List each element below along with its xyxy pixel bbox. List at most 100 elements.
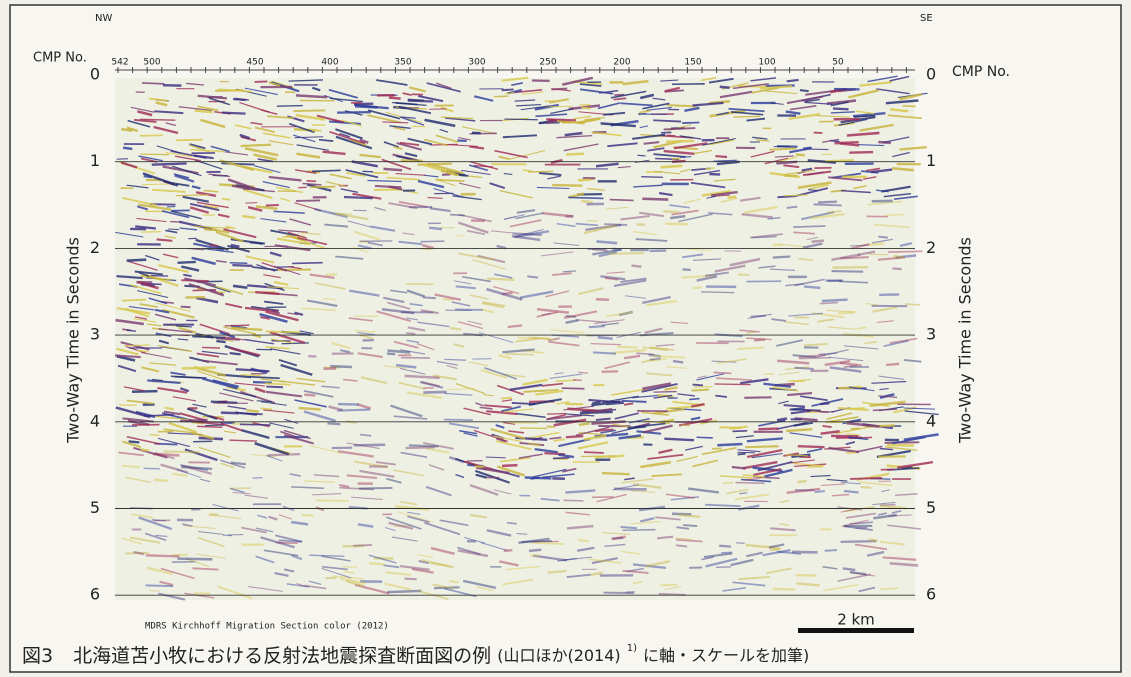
reflector [150,435,160,436]
reflector [562,388,585,389]
reflector [178,262,196,263]
reflector [552,185,582,186]
reflector [888,251,923,252]
reflector [689,399,699,400]
reflector [513,234,542,235]
reflector [697,437,713,438]
reflector [389,97,401,98]
reflector [182,367,217,368]
reflector [823,426,832,427]
reflector [205,425,224,426]
reflector [884,215,905,216]
reflector [168,229,179,230]
reflector [222,199,230,200]
reflector [124,345,150,346]
time-tick-label: 3 [90,325,100,344]
reflector [307,181,316,182]
time-tick-label: 6 [926,585,936,604]
reflector [257,401,272,402]
reflector [202,347,220,348]
reflector [804,286,820,288]
reflector [838,312,855,313]
reflector [375,186,401,187]
reflector [820,403,829,404]
reflector [405,447,434,448]
time-tick-label: 2 [90,238,100,257]
reflector [597,241,618,243]
section-note: MDRS Kirchhoff Migration Section color (… [145,622,389,632]
reflector [717,444,742,445]
reflector [796,155,805,156]
reflector [547,414,566,415]
reflector [127,260,147,261]
reflector [680,157,691,158]
cmp-tick-label: 400 [321,58,338,68]
reflector [682,122,699,123]
reflector [140,449,149,450]
reflector [851,428,860,429]
cmp-tick-label: 500 [143,58,160,68]
reflector [404,579,416,580]
reflector [337,112,371,113]
time-tick-label: 3 [926,325,936,344]
time-tick-label: 4 [926,411,936,430]
reflector [693,385,703,386]
reflector [693,287,702,288]
reflector [880,449,893,450]
reflector [792,552,818,553]
reflector [428,198,443,199]
reflector [232,265,252,266]
reflector [408,99,424,100]
reflector [277,106,303,107]
reflector [784,195,808,196]
reflector [423,392,446,393]
reflector [146,555,180,556]
reflector [525,478,552,479]
reflector [241,145,271,146]
reflector [387,354,395,355]
reflector [553,458,570,459]
reflector [737,452,755,453]
reflector [834,142,858,143]
reflector [738,454,746,455]
scale-bar [798,628,914,633]
reflector [316,500,349,501]
reflector [676,545,687,546]
reflector [777,418,787,420]
reflector [566,436,583,437]
reflector [869,539,878,540]
reflector [832,271,864,272]
reflector [502,89,514,90]
scale-label: 2 km [837,611,875,629]
reflector [814,133,823,134]
reflector [176,140,202,141]
reflector [450,328,461,329]
reflector [527,276,538,277]
reflector [142,83,164,84]
reflector [787,207,798,208]
reflector [304,395,315,396]
reflector [787,80,799,81]
reflector [820,303,838,304]
reflector [544,453,565,454]
reflector [164,451,200,452]
reflector [822,300,848,301]
reflector [149,591,159,592]
reflector [632,266,642,267]
reflector [880,588,898,589]
reflector [681,425,690,426]
reflector [614,489,647,490]
reflector [673,361,683,362]
reflector [197,426,222,427]
reflector [831,436,858,437]
reflector [225,325,250,326]
reflector [878,237,887,238]
reflector [826,160,854,161]
reflector [573,380,582,381]
reflector [268,454,300,455]
reflector [581,107,590,108]
reflector [604,224,627,225]
reflector [667,135,675,136]
reflector [123,148,132,149]
reflector [745,446,778,447]
